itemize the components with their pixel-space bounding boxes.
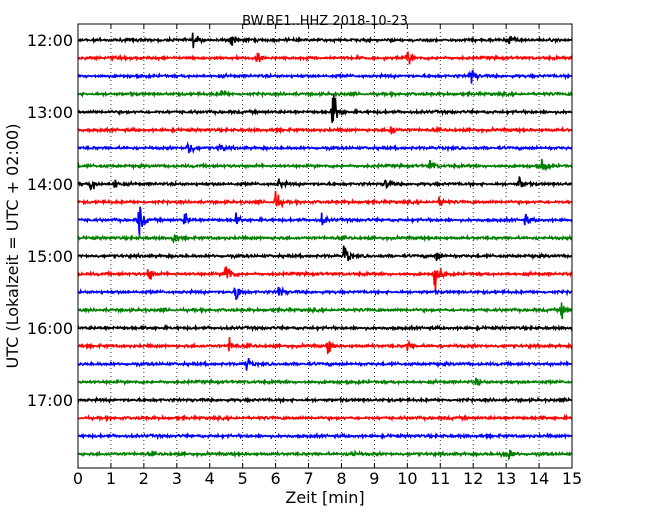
trace-line [77, 94, 573, 123]
y-tick-label: 15:00 [27, 247, 73, 266]
chart-title: BW.BE1..HHZ 2018-10-23 [242, 14, 408, 29]
x-axis-ticks: 0 1 2 3 4 5 6 7 8 9 10 11 12 13 14 15 [73, 24, 582, 488]
trace-line [77, 337, 573, 355]
trace-line [77, 233, 573, 244]
x-tick-label: 3 [172, 469, 182, 488]
trace-line [77, 431, 573, 441]
trace-line [77, 125, 573, 135]
trace-line [77, 323, 573, 333]
x-tick-label: 10 [397, 469, 417, 488]
x-tick-label: 6 [271, 469, 281, 488]
trace-line [77, 206, 573, 236]
y-tick-label: 14:00 [27, 175, 73, 194]
x-tick-label: 8 [336, 469, 346, 488]
x-axis-label: Zeit [min] [285, 488, 364, 507]
x-tick-label: 11 [430, 469, 450, 488]
x-tick-label: 2 [139, 469, 149, 488]
trace-line [77, 176, 573, 191]
x-tick-label: 5 [238, 469, 248, 488]
x-tick-label: 14 [529, 469, 549, 488]
trace-line [77, 190, 573, 209]
y-tick-label: 17:00 [27, 391, 73, 410]
trace-line [77, 449, 573, 462]
trace-line [77, 413, 573, 423]
trace-line [77, 69, 573, 84]
trace-line [77, 377, 573, 387]
trace-line [77, 32, 573, 49]
trace-line [77, 89, 573, 99]
x-tick-label: 12 [463, 469, 483, 488]
x-tick-label: 0 [73, 469, 83, 488]
trace-line [77, 396, 573, 405]
x-tick-label: 15 [562, 469, 582, 488]
plot-frame [77, 23, 573, 469]
x-tick-label: 4 [205, 469, 215, 488]
trace-line [77, 50, 573, 65]
x-tick-label: 9 [369, 469, 379, 488]
trace-line [77, 141, 573, 155]
trace-line [77, 158, 573, 171]
trace-line [77, 245, 573, 262]
y-tick-label: 12:00 [27, 31, 73, 50]
y-axis-ticks: 12:00 13:00 14:00 15:00 16:00 17:00 [27, 31, 572, 410]
y-tick-label: 16:00 [27, 319, 73, 338]
x-tick-label: 1 [106, 469, 116, 488]
x-tick-label: 13 [496, 469, 516, 488]
seismogram-traces [77, 32, 573, 462]
trace-line [77, 285, 573, 300]
trace-line [77, 266, 573, 292]
trace-line [77, 302, 573, 320]
y-axis-label: UTC (Lokalzeit = UTC + 02:00) [3, 124, 22, 369]
x-tick-label: 7 [303, 469, 313, 488]
trace-line [77, 357, 573, 371]
y-tick-label: 13:00 [27, 103, 73, 122]
